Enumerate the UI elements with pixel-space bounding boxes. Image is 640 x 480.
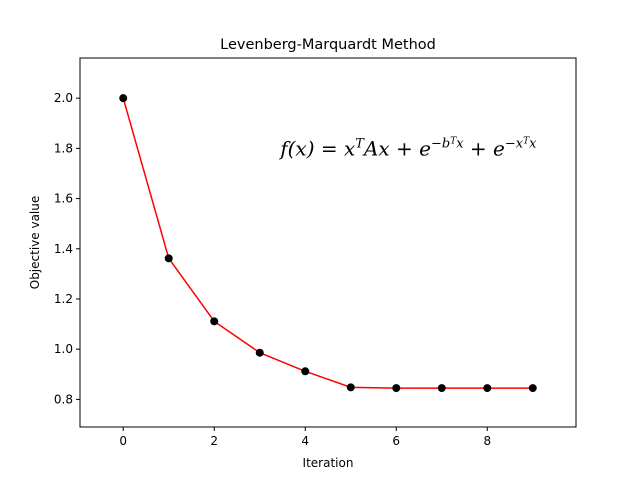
data-point [392, 384, 401, 393]
series-layer [119, 94, 537, 393]
formula-annotation: f(x) = xTAx + e−bTx + e−xTx [278, 136, 537, 160]
x-axis-ticks: 0 2 4 6 8 [119, 427, 491, 448]
data-point [164, 254, 173, 263]
series-line [122, 97, 533, 389]
y-axis-ticks: 0.8 1.0 1.2 1.4 1.6 1.8 2.0 [54, 91, 80, 406]
data-point [119, 94, 128, 103]
data-point [437, 384, 446, 393]
x-tick-label: 6 [392, 434, 400, 448]
data-point [255, 348, 264, 357]
y-tick-label: 1.4 [54, 242, 73, 256]
data-point [346, 383, 355, 392]
y-tick-label: 2.0 [54, 91, 73, 105]
y-tick-label: 0.8 [54, 392, 73, 406]
data-point [301, 367, 310, 376]
x-tick-label: 2 [210, 434, 218, 448]
y-tick-label: 1.8 [54, 141, 73, 155]
y-axis-title: Objective value [28, 196, 42, 290]
x-tick-label: 8 [483, 434, 491, 448]
y-tick-label: 1.6 [54, 192, 73, 206]
data-point [483, 384, 492, 393]
y-tick-label: 1.2 [54, 292, 73, 306]
x-tick-label: 4 [301, 434, 309, 448]
plot-frame [79, 57, 577, 428]
y-tick-label: 1.0 [54, 342, 73, 356]
chart-title: Levenberg-Marquardt Method [220, 37, 436, 53]
data-point [210, 317, 219, 326]
x-tick-label: 0 [119, 434, 127, 448]
data-point [528, 384, 537, 393]
x-axis-title: Iteration [303, 456, 354, 470]
